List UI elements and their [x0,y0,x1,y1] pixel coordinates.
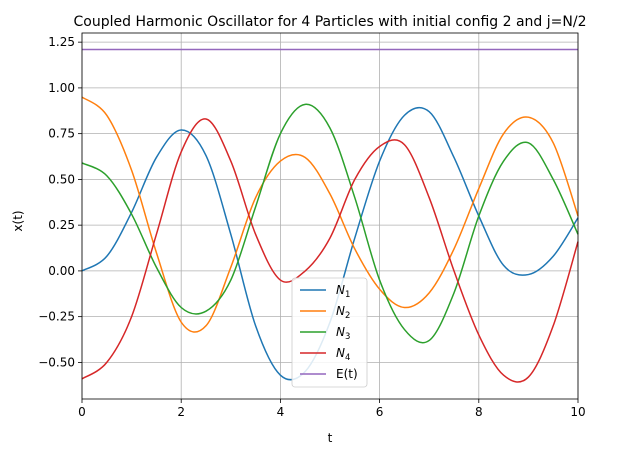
y-axis-ticks: −0.50 −0.25 0.00 0.25 0.50 0.75 1.00 1.25 [38,35,82,369]
legend-box [291,277,368,388]
x-tick-label: 0 [78,405,86,419]
y-tick-label: 1.25 [48,35,75,49]
series-line-n2 [81,96,579,333]
y-tick-label: 0.50 [48,172,75,186]
y-tick-label: 0.25 [48,218,75,232]
x-tick-label: 2 [177,405,185,419]
chart-title: Coupled Harmonic Oscillator for 4 Partic… [74,14,587,30]
x-tick-label: 10 [570,405,585,419]
x-axis-label: t [328,431,333,445]
plot-frame [81,32,579,400]
x-tick-label: 8 [475,405,483,419]
y-tick-label: −0.25 [38,310,75,324]
y-axis-label: x(t) [11,210,25,231]
y-tick-label: 1.00 [48,81,75,95]
legend-label-energy: E(t) [336,367,358,381]
series-line-n4 [81,118,579,383]
x-tick-label: 4 [277,405,285,419]
series-line-n3 [81,103,579,344]
y-tick-label: 0.00 [48,264,75,278]
y-tick-label: 0.75 [48,127,75,141]
x-tick-label: 6 [376,405,384,419]
y-tick-label: −0.50 [38,355,75,369]
x-axis-ticks: 0 2 4 6 8 10 [78,399,586,419]
